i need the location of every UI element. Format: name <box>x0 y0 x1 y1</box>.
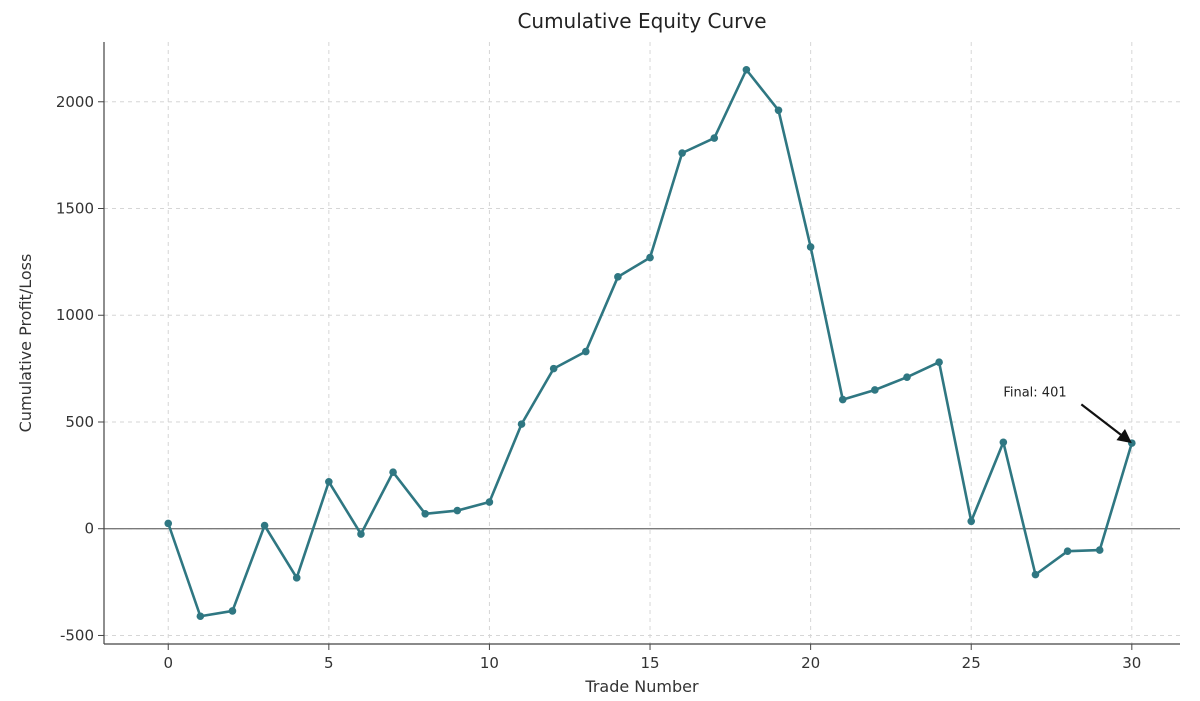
data-point <box>871 386 879 394</box>
data-point <box>774 106 783 115</box>
annotation-arrow-line <box>1080 403 1122 436</box>
label-layer: 0 5 10 15 20 25 30 -500 0 500 1000 1500 2000 Cumulati… <box>16 9 1141 696</box>
x-tick-label: 5 <box>324 654 334 672</box>
x-tick-label: 0 <box>163 654 173 672</box>
data-point <box>967 517 976 526</box>
data-point <box>806 243 815 251</box>
data-point <box>1063 547 1072 555</box>
y-tick-label: 1000 <box>56 306 94 324</box>
data-point <box>325 477 333 486</box>
y-tick-label: 500 <box>65 413 94 431</box>
x-tick-label: 10 <box>480 654 499 672</box>
y-axis-label: Cumulative Profit/Loss <box>16 254 35 433</box>
y-tick-label: 2000 <box>56 93 94 111</box>
data-point <box>1031 570 1040 579</box>
data-point <box>453 506 462 515</box>
chart-title: Cumulative Equity Curve <box>517 9 766 33</box>
y-tick-label: 1500 <box>56 200 94 218</box>
y-tick-label: 0 <box>84 520 94 538</box>
data-point <box>710 134 719 142</box>
data-point <box>260 521 269 530</box>
annotation-arrow-head <box>1116 429 1132 444</box>
data-point <box>1095 546 1104 554</box>
data-point <box>935 358 943 367</box>
data-point <box>421 509 429 518</box>
data-point <box>292 574 301 582</box>
data-point <box>903 373 911 381</box>
series-layer <box>164 65 1136 621</box>
data-point <box>196 612 205 621</box>
data-point <box>581 347 590 356</box>
data-point <box>646 253 654 262</box>
axis-layer <box>98 42 1180 650</box>
x-tick-label: 25 <box>962 654 981 672</box>
data-point <box>999 438 1008 447</box>
data-point <box>357 530 365 538</box>
data-point <box>549 364 558 373</box>
data-point <box>517 420 526 428</box>
data-point <box>678 149 686 157</box>
y-tick-label: -500 <box>60 626 94 644</box>
data-point <box>228 607 237 615</box>
x-axis-label: Trade Number <box>584 677 699 696</box>
annotation-text: Final: 401 <box>1003 385 1066 400</box>
x-tick-label: 30 <box>1122 654 1141 672</box>
data-point <box>485 498 494 506</box>
data-point <box>838 395 847 404</box>
x-tick-label: 20 <box>801 654 820 672</box>
data-point <box>389 468 397 476</box>
data-point <box>742 65 751 74</box>
annotation-layer: Final: 401 <box>1003 385 1132 444</box>
x-tick-label: 15 <box>640 654 659 672</box>
data-point <box>614 273 622 281</box>
grid-layer <box>104 42 1180 644</box>
equity-line <box>166 68 1134 618</box>
data-point <box>164 519 173 528</box>
